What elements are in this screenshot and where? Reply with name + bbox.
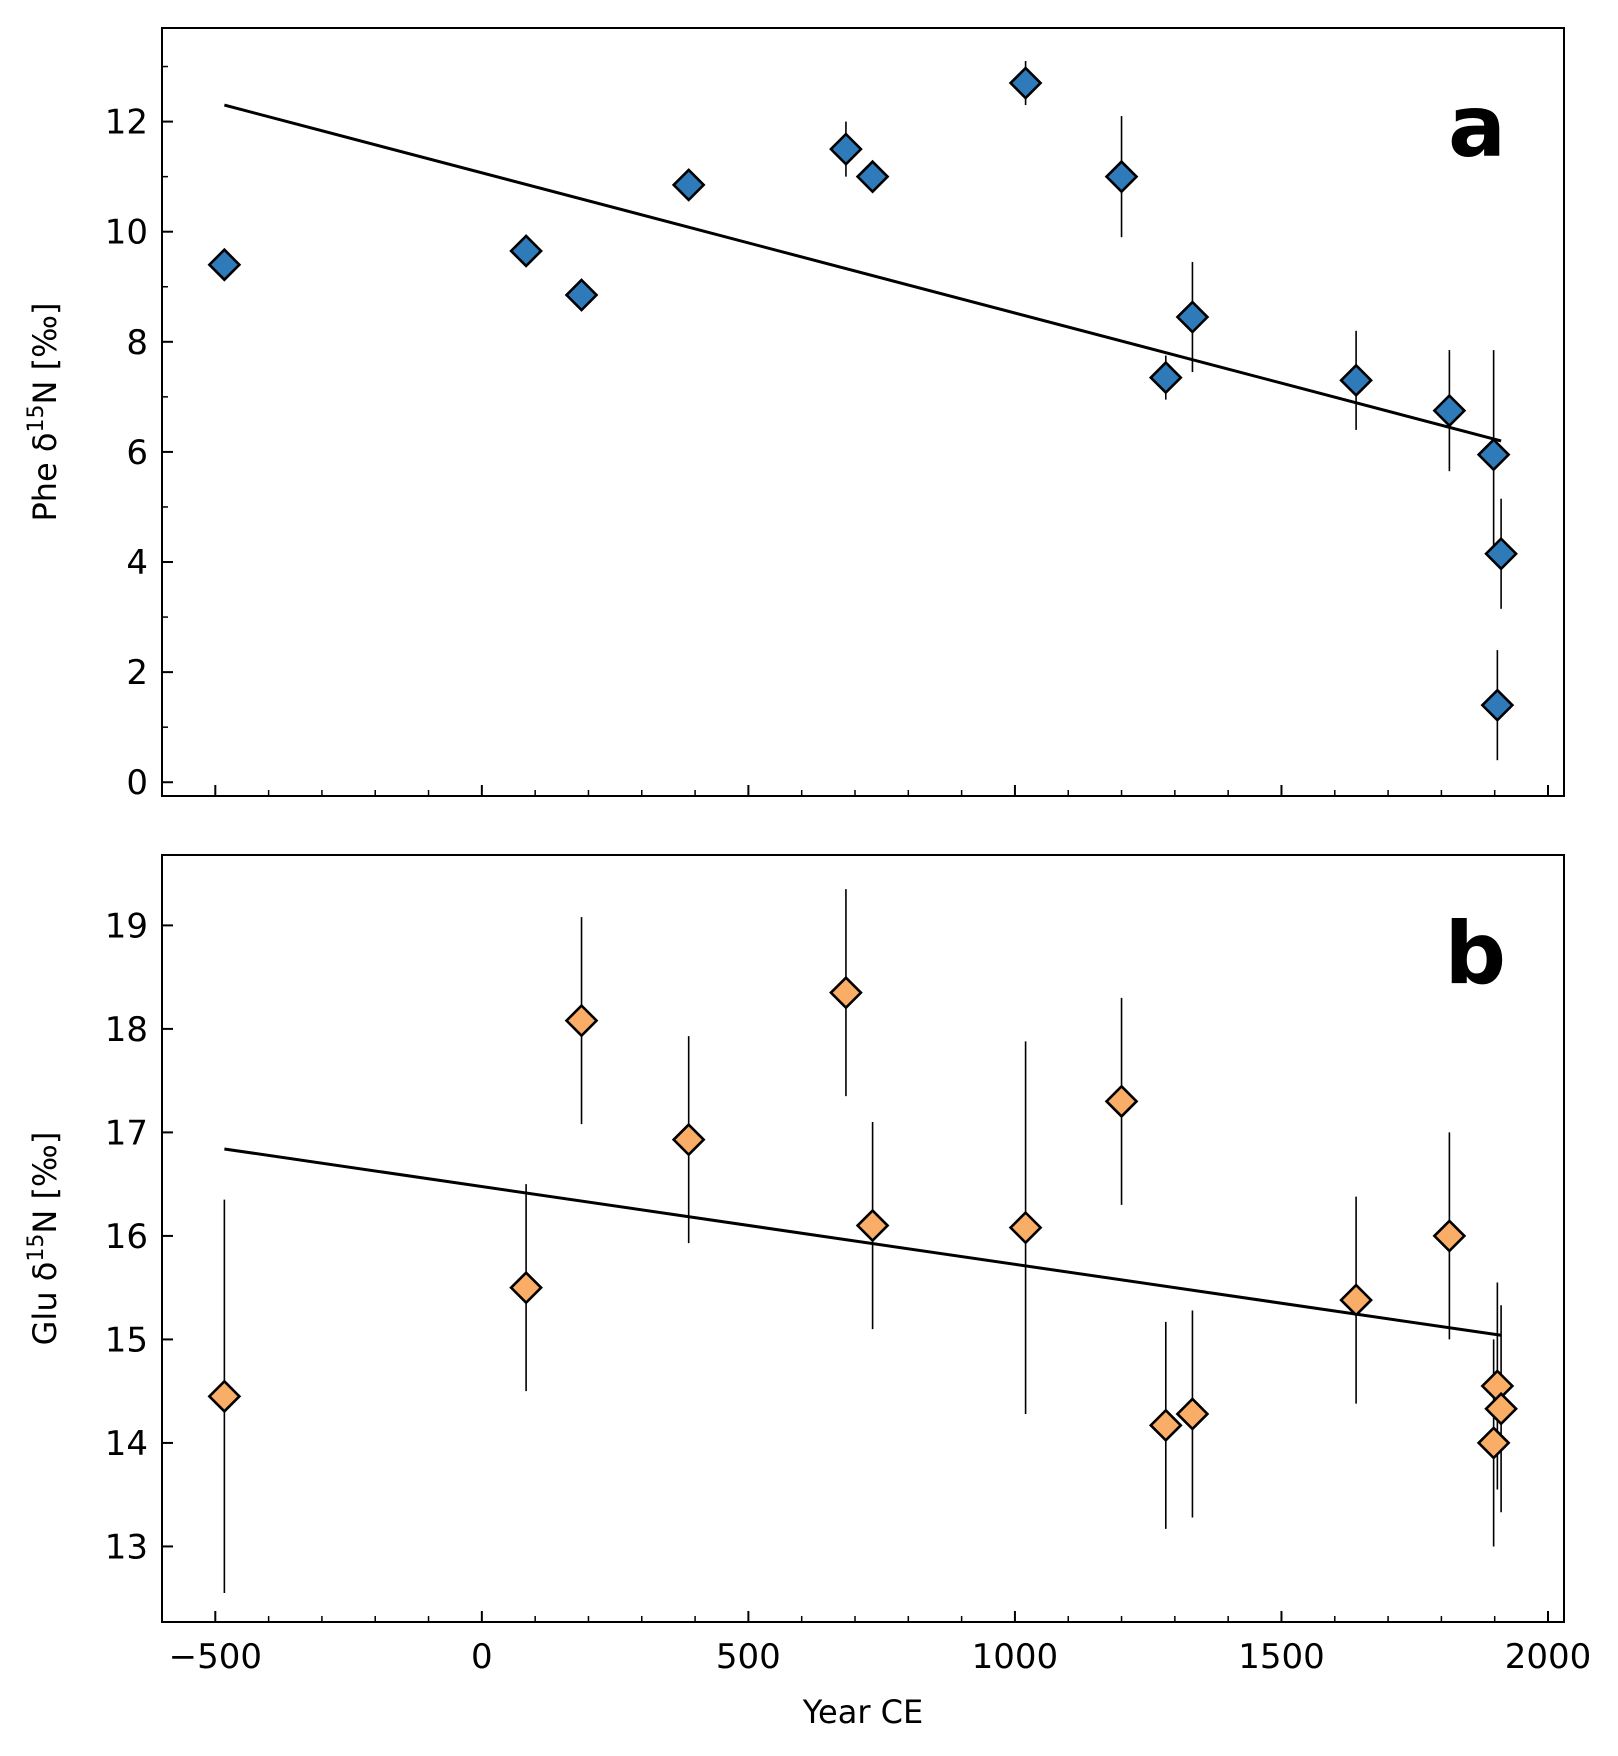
data-point-marker [1476, 1426, 1511, 1460]
data-point-marker [855, 159, 890, 194]
y-tick-label: 4 [126, 543, 148, 583]
data-point-marker [1480, 688, 1515, 722]
data-point-marker [1175, 300, 1210, 334]
x-tick-label: 500 [716, 1637, 781, 1677]
y-tick-label: 12 [105, 103, 148, 143]
y-axis-label-superscript: 15 [24, 405, 49, 433]
data-point-marker [1339, 1283, 1373, 1317]
panel-letter: a [1448, 77, 1506, 177]
regression-line [223, 103, 1502, 443]
data-point-marker [1432, 1219, 1467, 1253]
y-tick-label: 16 [105, 1217, 148, 1257]
y-axis-label: Glu δ15N [‰] [24, 1132, 64, 1346]
y-axis-label-superscript: 15 [24, 1234, 49, 1262]
y-tick-label: 2 [126, 653, 148, 693]
x-axis-label: Year CE [802, 1693, 923, 1731]
data-point-marker [1432, 393, 1467, 428]
data-point-marker [1476, 437, 1511, 472]
x-tick-label: 1000 [972, 1637, 1059, 1677]
data-point-marker [1008, 66, 1043, 100]
y-tick-label: 18 [105, 1010, 148, 1050]
y-tick-label: 19 [105, 906, 148, 946]
y-axis-label-suffix: N [‰] [26, 1132, 64, 1234]
data-point-marker [564, 278, 599, 312]
y-tick-label: 17 [105, 1113, 148, 1153]
data-point-marker [1175, 1397, 1210, 1431]
y-tick-label: 15 [105, 1320, 148, 1360]
regression-line [224, 1147, 1502, 1337]
plot-frame [161, 854, 1565, 1623]
x-tick-label: 2000 [1505, 1637, 1592, 1677]
data-point-marker [829, 975, 863, 1010]
data-point-marker [1339, 363, 1373, 398]
y-axis-label-prefix: Phe δ [26, 433, 64, 522]
y-tick-label: 6 [126, 433, 148, 473]
data-point-marker [671, 168, 706, 202]
y-tick-label: 13 [105, 1527, 148, 1567]
x-tick-label: 1500 [1238, 1637, 1325, 1677]
data-point-marker [564, 1003, 599, 1038]
x-tick-label: −500 [169, 1637, 262, 1677]
y-tick-label: 10 [105, 213, 148, 253]
y-axis-label: Phe δ15N [‰] [24, 302, 64, 521]
y-tick-label: 8 [126, 323, 148, 363]
x-tick-label: 0 [471, 1637, 493, 1677]
data-point-marker [671, 1122, 706, 1157]
y-tick-label: 14 [105, 1424, 148, 1464]
data-point-marker [829, 132, 863, 166]
data-point-marker [1484, 1391, 1518, 1426]
data-point-marker [1104, 159, 1139, 194]
y-axis-label-prefix: Glu δ [26, 1262, 64, 1346]
data-point-marker [207, 1379, 242, 1414]
y-axis-label-suffix: N [‰] [26, 302, 64, 404]
data-point-marker [1484, 536, 1518, 571]
panel-letter: b [1444, 904, 1506, 1004]
data-point-marker [207, 247, 242, 282]
plot-frame [161, 27, 1565, 797]
data-point-marker [509, 234, 543, 268]
data-point-marker [1104, 1084, 1139, 1119]
data-point-marker [1148, 360, 1183, 395]
data-point-marker [509, 1270, 543, 1305]
data-point-marker [855, 1208, 890, 1243]
panel-a: 0 2 4 6 8 10 12 Phe δ15N [‰] a [24, 27, 1565, 803]
y-tick-label: 0 [126, 763, 148, 803]
data-point-marker [1148, 1408, 1183, 1443]
data-point-marker [1008, 1210, 1043, 1245]
